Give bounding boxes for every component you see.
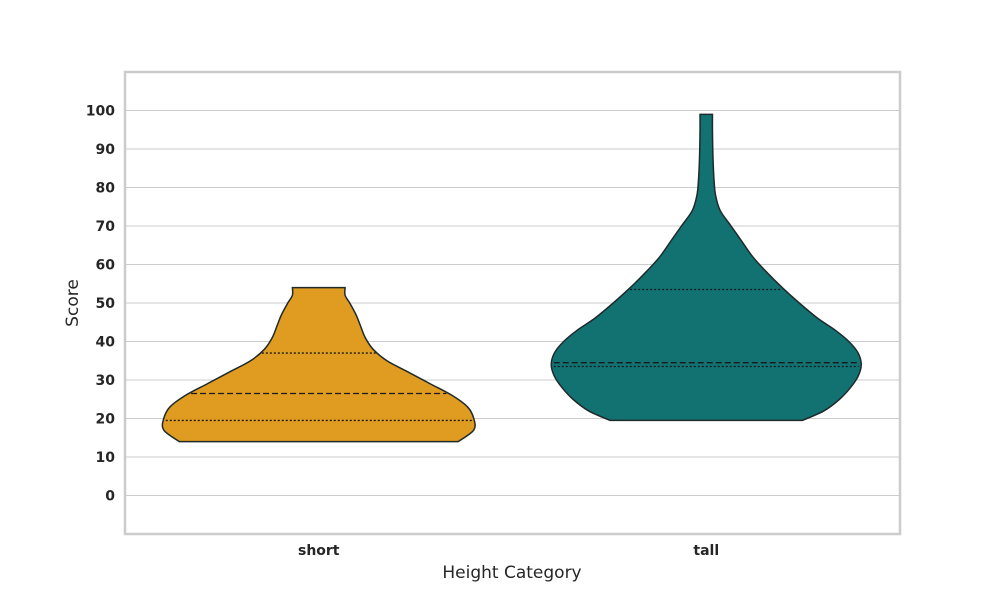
y-tick-label: 100 xyxy=(86,104,115,120)
y-tick-label: 90 xyxy=(96,142,116,158)
violin-layer xyxy=(161,113,863,443)
violin-short xyxy=(161,286,476,443)
y-tick-label: 0 xyxy=(105,489,115,505)
y-tick-label: 80 xyxy=(96,181,116,197)
y-tick-label: 10 xyxy=(96,450,116,466)
x-axis-label: Height Category xyxy=(442,563,581,583)
y-tick-label: 60 xyxy=(96,258,116,274)
x-tick-labels: short tall xyxy=(298,543,719,559)
y-tick-label: 50 xyxy=(96,296,116,312)
y-tick-label: 20 xyxy=(96,412,116,428)
plot-frame xyxy=(123,70,902,536)
violin-tall xyxy=(550,113,863,422)
y-tick-label: 70 xyxy=(96,219,116,235)
x-tick-label: short xyxy=(298,543,340,559)
y-tick-labels: 0 10 20 30 40 50 60 70 80 90 100 xyxy=(86,104,115,505)
x-tick-label: tall xyxy=(693,543,719,559)
y-tick-label: 30 xyxy=(96,373,116,389)
y-axis-label: Score xyxy=(63,279,83,327)
y-tick-label: 40 xyxy=(96,335,116,351)
